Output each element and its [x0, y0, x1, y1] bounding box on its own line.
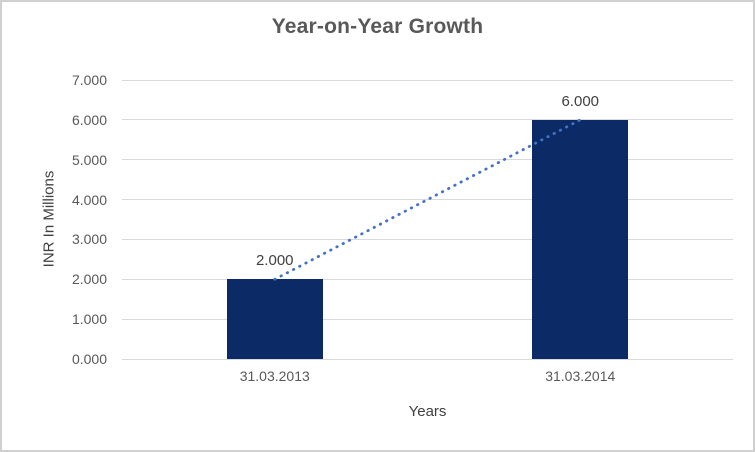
- gridline: [122, 238, 733, 240]
- y-axis-title: INR In Millions: [40, 170, 58, 268]
- bar-data-label: 2.000: [255, 252, 294, 270]
- y-tick-label: 2.000: [71, 271, 107, 288]
- gridline: [122, 79, 733, 81]
- y-tick-label: 3.000: [71, 231, 107, 248]
- y-tick-label: 5.000: [71, 151, 107, 168]
- x-axis-title: Years: [408, 403, 447, 420]
- y-tick-label: 4.000: [71, 191, 107, 208]
- trendline: [273, 118, 582, 281]
- gridline: [122, 358, 733, 360]
- y-tick-label: 7.000: [71, 72, 107, 88]
- gridline: [122, 278, 733, 280]
- plot-area: [122, 79, 733, 360]
- gridline: [122, 119, 733, 121]
- y-tick-label: 1.000: [71, 311, 107, 328]
- bar: [226, 279, 323, 359]
- chart-title: Year-on-Year Growth: [271, 15, 484, 38]
- gridline: [122, 318, 733, 320]
- y-tick-label: 6.000: [71, 111, 107, 128]
- gridline: [122, 199, 733, 201]
- x-tick-label: 31.03.2014: [545, 368, 616, 384]
- gridline: [122, 159, 733, 161]
- x-tick-label: 31.03.2013: [239, 368, 310, 384]
- bar: [532, 119, 629, 359]
- y-tick-label: 0.000: [71, 351, 107, 367]
- bar-data-label: 6.000: [561, 92, 600, 110]
